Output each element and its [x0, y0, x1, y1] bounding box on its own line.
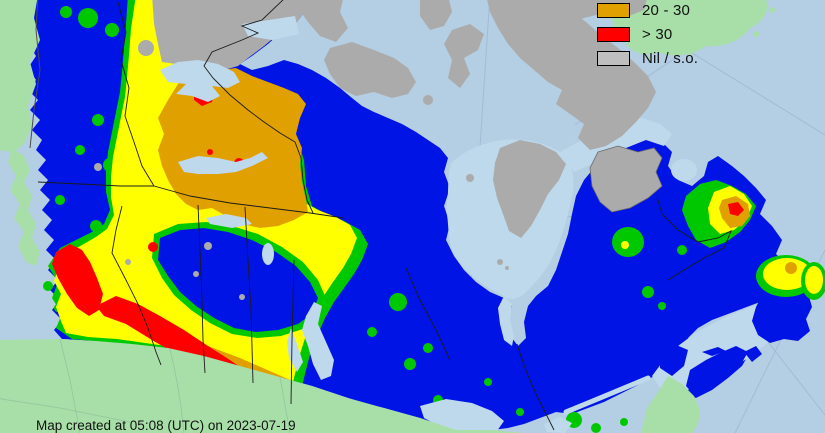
james-bay: [498, 296, 514, 346]
legend-swatch-20-30: [597, 2, 630, 18]
new-brunswick: [660, 344, 688, 376]
province-borders: [37, 0, 732, 431]
baffin-island: [487, 0, 656, 150]
ungava-bay: [671, 159, 697, 181]
legend-label-20-30: 20 - 30: [642, 1, 691, 19]
nova-scotia: [686, 346, 748, 396]
arctic-islands: [298, 0, 663, 270]
lake-superior: [420, 399, 504, 433]
torngat-nil: [589, 145, 663, 213]
reindeer-lake: [262, 243, 274, 265]
prince-edward-island: [702, 347, 726, 356]
lake-athabasca: [206, 214, 252, 228]
anticosti-island: [686, 303, 722, 313]
hudson-strait: [560, 118, 672, 172]
legend-row-nil: Nil / s.o.: [597, 46, 698, 70]
legend-swatch-gt-30: [597, 26, 630, 42]
great-bear-lake: [160, 60, 240, 102]
alaska-panhandle: [8, 148, 40, 266]
legend-label-nil: Nil / s.o.: [642, 49, 699, 67]
legend-row-20-30: 20 - 30: [597, 0, 698, 22]
greenland-land: [610, 0, 768, 56]
map-caption: Map created at 05:08 (UTC) on 2023-07-19: [36, 418, 296, 433]
map-legend: 20 - 30 > 30 Nil / s.o.: [597, 0, 698, 70]
lake-winnipeg: [302, 302, 334, 380]
banks-island: [298, 0, 348, 42]
atlantic-landmasses: [660, 252, 825, 396]
legend-swatch-nil: [597, 50, 630, 66]
legend-row-gt-30: > 30: [597, 22, 698, 46]
st-lawrence-river: [563, 375, 651, 415]
victoria-island: [324, 42, 416, 98]
legend-label-gt-30: > 30: [642, 25, 673, 43]
prairie-blue-pocket: [152, 222, 326, 338]
great-slave-lake: [178, 152, 268, 174]
maine-land: [641, 376, 700, 433]
southampton-island: [493, 140, 566, 238]
foreign-landmass: [0, 0, 775, 433]
alaska-land: [0, 0, 40, 152]
usa-land: [0, 339, 524, 433]
